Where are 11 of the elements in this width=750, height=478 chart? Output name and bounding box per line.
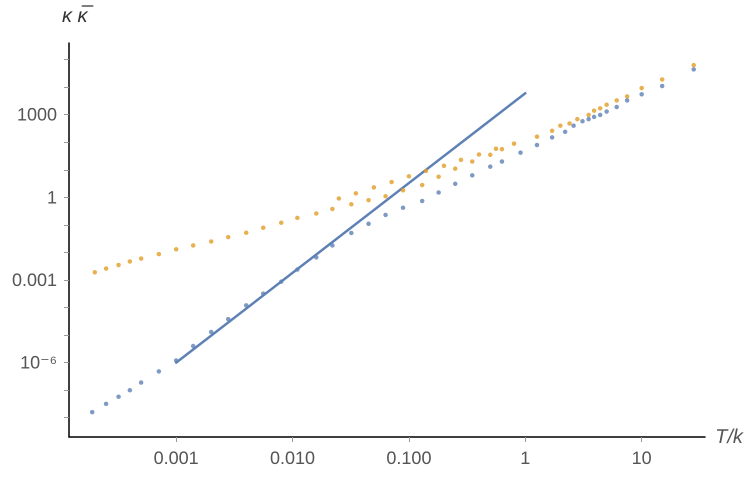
y-tick-label: 1000 [16, 104, 57, 125]
x-tick-label: 10 [632, 448, 652, 468]
x-tick-label: 0.100 [386, 448, 432, 468]
x-tick-label: 1 [520, 448, 530, 468]
y-tick-label: 0.001 [12, 270, 57, 290]
y-tick-label: 10⁻⁶ [20, 352, 57, 373]
x-tick-label: 0.001 [154, 448, 199, 468]
x-axis-title: T/k [715, 426, 744, 448]
y-tick-label: 1 [46, 187, 57, 208]
y-axis-title: κ κ̅ [62, 5, 94, 27]
x-tick-label: 0.010 [270, 448, 316, 468]
